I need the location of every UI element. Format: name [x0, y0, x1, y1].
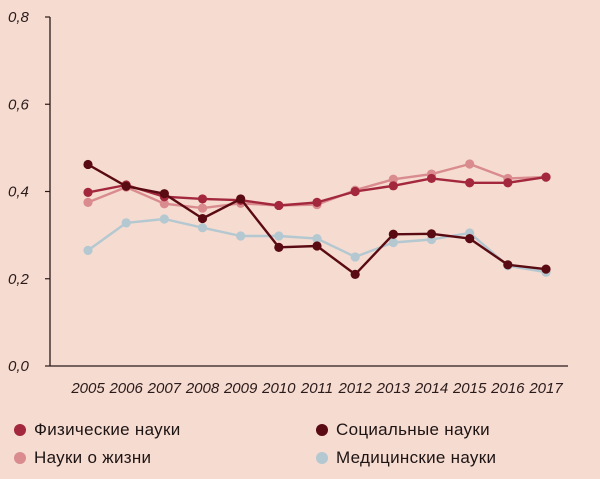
- y-tick-label: 0,2: [8, 271, 30, 288]
- data-point: [465, 178, 475, 188]
- x-tick-label: 2016: [490, 380, 525, 397]
- x-tick-label: 2013: [376, 380, 411, 397]
- data-point: [236, 194, 246, 204]
- data-point: [503, 178, 513, 188]
- data-point: [388, 174, 398, 184]
- data-point: [388, 229, 398, 239]
- y-tick-label: 0,8: [8, 9, 30, 26]
- y-tick-label: 0,0: [8, 358, 30, 375]
- x-tick-label: 2010: [261, 380, 296, 397]
- x-tick-label: 2008: [185, 380, 220, 397]
- data-point: [541, 264, 551, 274]
- data-point: [83, 159, 93, 170]
- data-point: [83, 187, 93, 197]
- data-point: [350, 252, 360, 262]
- data-point: [274, 231, 284, 241]
- data-point: [350, 269, 360, 279]
- legend-dot-medical-icon: [316, 452, 328, 464]
- axes: [49, 17, 568, 367]
- data-point: [426, 229, 437, 239]
- data-point: [541, 172, 551, 182]
- legend-item-life: Науки о жизни: [14, 448, 151, 468]
- x-tick-labels: 2005 2006 2007 2008 2009 2010 2011 2012 2013 2014…: [70, 380, 563, 397]
- legend-label-physical: Физические науки: [34, 420, 181, 439]
- x-tick-label: 2009: [223, 380, 258, 397]
- data-point: [388, 181, 398, 191]
- data-point: [312, 241, 322, 251]
- data-point: [465, 234, 475, 244]
- y-tick-labels: 0,0 0,2 0,4 0,6 0,8: [8, 9, 50, 375]
- legend: Физические науки Социальные науки Науки …: [0, 412, 600, 472]
- data-point: [503, 260, 513, 270]
- legend-dot-social-icon: [316, 424, 328, 436]
- series-1: [83, 159, 551, 279]
- series-layer: [83, 159, 551, 279]
- data-point: [159, 214, 169, 224]
- legend-dot-physical-icon: [14, 424, 26, 436]
- x-tick-label: 2012: [337, 380, 372, 397]
- legend-item-medical: Медицинские науки: [316, 448, 496, 468]
- data-point: [197, 213, 208, 224]
- data-point: [426, 173, 437, 184]
- data-point: [159, 189, 169, 199]
- x-tick-label: 2017: [528, 380, 563, 397]
- data-point: [236, 231, 246, 241]
- legend-dot-life-icon: [14, 452, 26, 464]
- data-point: [274, 242, 284, 252]
- x-tick-label: 2011: [300, 380, 333, 397]
- x-tick-label: 2006: [108, 380, 143, 397]
- data-point: [197, 203, 208, 213]
- data-point: [388, 237, 398, 248]
- x-tick-label: 2015: [452, 380, 487, 397]
- data-point: [83, 245, 93, 255]
- y-tick-label: 0,4: [8, 184, 29, 201]
- data-point: [159, 199, 169, 209]
- data-point: [121, 181, 131, 191]
- x-tick-label: 2005: [70, 380, 105, 397]
- x-tick-label: 2014: [414, 380, 448, 397]
- data-point: [274, 200, 284, 211]
- data-point: [350, 186, 360, 197]
- data-point: [197, 194, 208, 204]
- legend-item-social: Социальные науки: [316, 420, 490, 440]
- data-point: [83, 197, 93, 208]
- legend-label-medical: Медицинские науки: [336, 448, 497, 467]
- data-point: [465, 159, 475, 169]
- legend-label-social: Социальные науки: [336, 420, 490, 439]
- y-tick-label: 0,6: [8, 96, 30, 113]
- legend-label-life: Науки о жизни: [34, 448, 152, 467]
- line-chart: 2005 2006 2007 2008 2009 2010 2011 2012 2013 2014…: [8, 9, 568, 397]
- data-point: [197, 223, 208, 233]
- x-tick-label: 2007: [147, 380, 182, 397]
- data-point: [312, 197, 322, 208]
- data-point: [121, 218, 131, 228]
- data-point: [312, 234, 322, 244]
- legend-item-physical: Физические науки: [14, 420, 181, 440]
